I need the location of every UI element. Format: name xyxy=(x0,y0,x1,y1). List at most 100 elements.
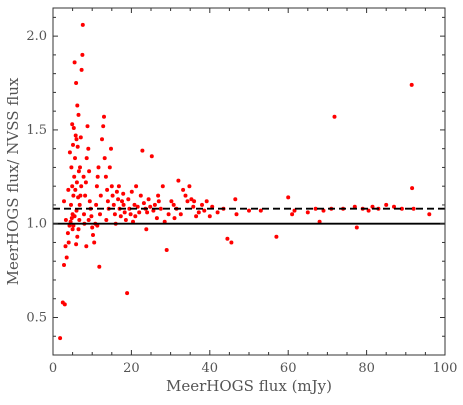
data-point xyxy=(107,165,112,170)
data-point xyxy=(65,231,70,236)
data-point xyxy=(67,150,72,155)
data-point xyxy=(64,255,69,260)
data-point xyxy=(83,180,88,185)
x-axis-label: MeerHOGS flux (mJy) xyxy=(166,377,332,395)
reference-lines xyxy=(53,207,445,225)
data-point xyxy=(70,227,75,232)
data-point xyxy=(427,212,432,217)
data-point xyxy=(146,197,151,202)
data-point xyxy=(321,208,326,213)
data-point xyxy=(110,193,115,198)
data-point xyxy=(162,219,167,224)
data-point xyxy=(129,189,134,194)
data-point xyxy=(97,264,102,269)
data-point xyxy=(234,212,239,217)
data-point xyxy=(187,184,192,189)
data-point xyxy=(194,214,199,219)
data-point xyxy=(68,219,73,224)
data-point xyxy=(286,195,291,200)
data-point xyxy=(87,169,92,174)
data-point xyxy=(79,184,84,189)
data-point xyxy=(75,103,80,108)
data-point xyxy=(72,214,77,219)
data-point xyxy=(75,234,80,239)
data-point xyxy=(84,156,89,161)
data-point xyxy=(87,199,92,204)
data-point xyxy=(166,212,171,217)
data-point xyxy=(86,146,91,151)
x-tick-label: 40 xyxy=(202,361,219,376)
data-point xyxy=(82,212,86,217)
data-point xyxy=(71,142,75,147)
data-point xyxy=(317,219,322,224)
data-point xyxy=(149,154,154,159)
data-point xyxy=(134,184,139,189)
data-point xyxy=(105,187,110,192)
data-point xyxy=(78,193,83,198)
data-point xyxy=(127,206,132,211)
y-tick-label: 1.5 xyxy=(26,123,47,138)
data-point xyxy=(86,218,91,222)
data-point xyxy=(192,199,197,204)
data-point xyxy=(58,336,63,341)
data-point xyxy=(145,210,150,215)
data-point xyxy=(247,208,251,213)
data-point xyxy=(76,169,81,174)
data-point xyxy=(121,191,126,196)
data-point xyxy=(185,199,190,204)
data-point xyxy=(62,199,66,204)
data-point xyxy=(116,184,121,189)
data-point xyxy=(148,204,153,209)
data-point xyxy=(96,165,101,170)
data-point xyxy=(71,126,76,130)
data-point xyxy=(164,248,169,252)
data-point xyxy=(172,216,177,221)
data-point xyxy=(191,204,196,209)
data-point xyxy=(66,240,71,245)
data-point xyxy=(176,178,181,183)
data-point xyxy=(80,22,85,27)
data-point xyxy=(63,244,68,249)
data-point xyxy=(137,210,142,215)
data-point xyxy=(125,291,130,296)
data-point xyxy=(140,148,145,153)
data-point xyxy=(132,202,137,207)
data-point xyxy=(138,193,143,198)
data-point xyxy=(154,216,159,221)
data-point xyxy=(66,187,71,192)
data-point xyxy=(81,174,86,179)
data-point xyxy=(122,210,127,215)
data-point xyxy=(94,184,99,189)
data-point xyxy=(74,81,79,85)
data-point xyxy=(114,189,119,194)
x-axis-ticks: 0 20 40 60 80 100 xyxy=(49,8,458,376)
x-tick-label: 100 xyxy=(433,361,458,376)
data-point xyxy=(70,184,75,189)
data-point xyxy=(111,202,116,207)
data-point xyxy=(85,124,90,129)
data-point xyxy=(133,214,138,219)
data-point xyxy=(62,263,66,267)
data-point xyxy=(215,210,220,215)
data-point xyxy=(80,52,85,57)
data-point xyxy=(366,208,371,213)
data-point xyxy=(118,214,123,219)
data-point xyxy=(92,240,97,245)
data-point xyxy=(69,202,73,207)
data-point xyxy=(74,137,79,142)
data-point xyxy=(76,227,81,232)
data-point xyxy=(171,202,176,207)
data-point xyxy=(152,202,157,207)
data-point xyxy=(112,212,117,217)
data-points xyxy=(58,22,432,341)
data-point xyxy=(305,210,310,215)
data-point xyxy=(78,135,83,140)
data-point xyxy=(79,67,84,72)
data-point xyxy=(313,206,318,211)
data-point xyxy=(69,165,74,170)
data-point xyxy=(123,218,128,222)
data-point xyxy=(98,193,103,198)
data-point xyxy=(229,240,234,245)
x-tick-label: 20 xyxy=(123,361,140,376)
